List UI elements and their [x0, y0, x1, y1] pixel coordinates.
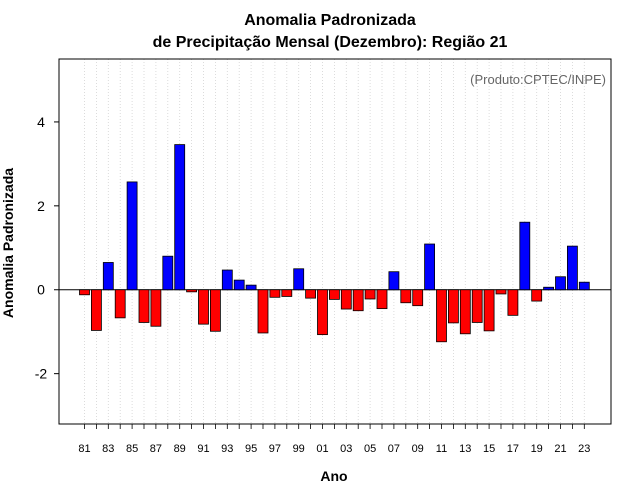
bar-96 [257, 289, 269, 334]
y-tick-label: -2 [35, 366, 48, 382]
y-tick-label: 0 [37, 282, 45, 298]
x-tick-label: 07 [388, 443, 400, 455]
y-axis-title: Anomalia Padronizada [0, 168, 16, 318]
bar-09 [412, 289, 424, 307]
bar-23 [578, 281, 590, 291]
bar-83 [102, 262, 114, 291]
bar-85 [126, 181, 138, 291]
bar-86 [138, 289, 150, 323]
bar-91 [198, 289, 209, 325]
bar-89 [174, 144, 186, 291]
bar-95 [245, 284, 257, 291]
chart-title-line1: Anomalia Padronizada [244, 12, 416, 29]
bar-20 [543, 286, 554, 291]
x-tick-label: 89 [174, 443, 186, 455]
bar-22 [567, 245, 578, 291]
x-tick-label: 83 [102, 443, 114, 455]
bar-97 [269, 289, 281, 298]
x-axis-title: Ano [320, 468, 347, 484]
bar-16 [495, 289, 507, 295]
plot-frame [58, 58, 612, 425]
bar-04 [352, 289, 364, 312]
grid [84, 59, 585, 424]
bar-94 [233, 279, 245, 291]
bar-84 [114, 289, 126, 319]
bar-14 [471, 289, 483, 323]
bar-21 [555, 276, 566, 291]
bar-17 [507, 289, 519, 316]
x-tick-label: 21 [554, 443, 566, 455]
x-tick-label: 91 [197, 443, 209, 455]
x-tick-label: 19 [531, 443, 543, 455]
source-annotation: (Produto:CPTEC/INPE) [470, 72, 606, 87]
bar-11 [436, 289, 447, 343]
bar-19 [531, 289, 543, 302]
x-tick-label: 81 [78, 443, 90, 455]
bar-02 [328, 289, 340, 300]
x-tick-label: 03 [340, 443, 352, 455]
bar-15 [483, 289, 495, 332]
y-tick-label: 2 [37, 198, 45, 214]
bar-00 [305, 289, 317, 299]
x-tick-label: 13 [459, 443, 471, 455]
bar-07 [388, 271, 400, 291]
bar-13 [459, 289, 471, 335]
x-tick-label: 01 [316, 443, 328, 455]
bar-06 [376, 289, 388, 310]
bar-03 [340, 289, 352, 310]
bar-82 [91, 289, 102, 331]
bar-92 [209, 289, 221, 332]
bar-93 [221, 269, 233, 291]
bar-88 [162, 255, 174, 291]
x-tick-label: 87 [150, 443, 162, 455]
x-tick-label: 17 [507, 443, 519, 455]
x-tick-label: 23 [578, 443, 590, 455]
x-tick-label: 99 [293, 443, 305, 455]
y-tick-label: 4 [37, 114, 45, 130]
bar-99 [293, 268, 305, 291]
x-tick-label: 11 [436, 443, 447, 455]
x-tick-label: 97 [269, 443, 281, 455]
bar-08 [400, 289, 412, 304]
bar-90 [186, 289, 198, 293]
x-tick-label: 05 [364, 443, 376, 455]
bar-81 [79, 289, 90, 296]
chart-title-line2: de Precipitação Mensal (Dezembro): Regiã… [153, 34, 508, 51]
bar-10 [424, 243, 436, 291]
y-axis: -2 0 2 4 [35, 114, 59, 382]
bar-18 [519, 221, 531, 291]
bar-01 [317, 289, 328, 336]
x-tick-label: 15 [483, 443, 495, 455]
bar-87 [150, 289, 162, 327]
x-axis: 81 83 85 87 89 91 93 95 97 99 01 03 05 07 09 11 13 15 17 19… [78, 424, 590, 455]
x-tick-label: 95 [245, 443, 257, 455]
bars [79, 144, 590, 343]
x-tick-label: 85 [126, 443, 138, 455]
bar-05 [364, 289, 376, 300]
x-tick-label: 93 [221, 443, 233, 455]
x-tick-label: 09 [412, 443, 424, 455]
bar-12 [447, 289, 459, 324]
bar-98 [281, 289, 293, 297]
